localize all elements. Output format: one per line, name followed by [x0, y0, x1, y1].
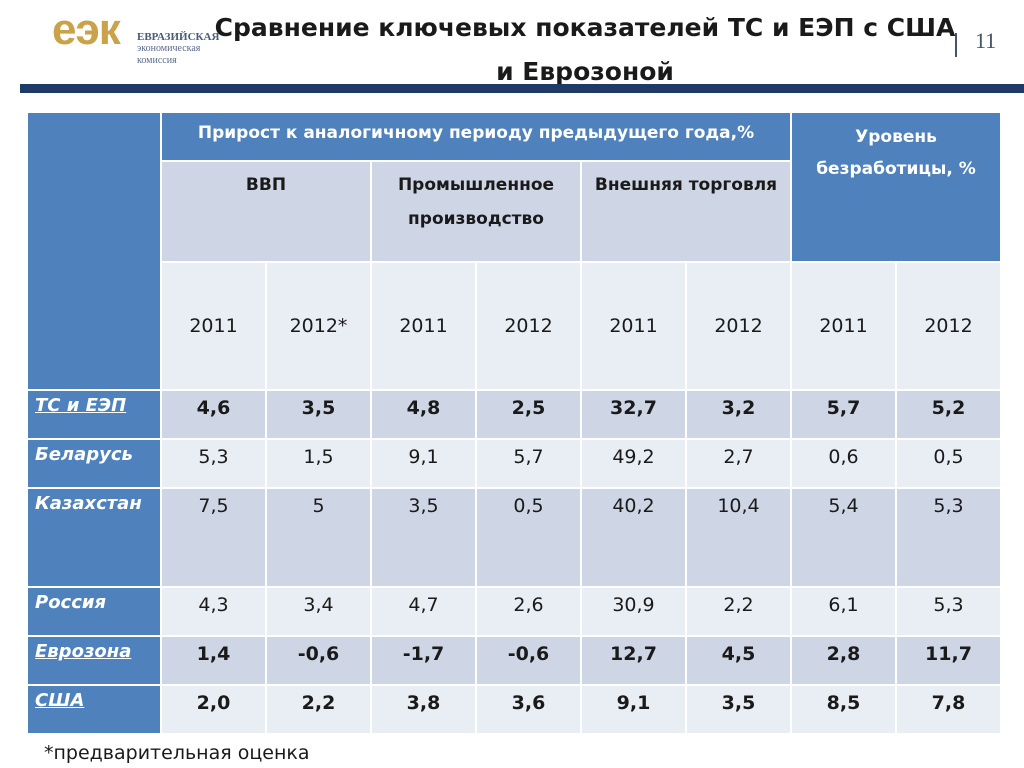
logo-line-3: комиссия: [137, 55, 177, 66]
unemployment-header: Уровень безработицы, %: [790, 111, 1002, 263]
footnote: *предварительная оценка: [44, 742, 310, 764]
table-cell: 0,5: [475, 487, 582, 588]
table-cell: 12,7: [580, 635, 687, 686]
table-cell: 32,7: [580, 389, 687, 440]
table-cell: 5,3: [160, 438, 267, 489]
table-cell: 2,2: [265, 684, 372, 735]
slide-title-line-2: и Еврозоной: [496, 57, 674, 86]
table-row: ТС и ЕЭП 4,6 3,5 4,8 2,5 32,7 3,2 5,7 5,…: [26, 389, 1002, 440]
table-cell: 5,7: [475, 438, 582, 489]
slide-title-line-1: Сравнение ключевых показателей ТС и ЕЭП …: [214, 13, 956, 42]
group-header-gdp: ВВП: [160, 160, 372, 263]
row-label: ТС и ЕЭП: [26, 389, 162, 440]
table-cell: -0,6: [265, 635, 372, 686]
group-header-industrial: Промышленное производство: [370, 160, 582, 263]
row-label-text: ТС и ЕЭП: [35, 395, 127, 416]
table-cell: 7,5: [160, 487, 267, 588]
table-row: Беларусь 5,3 1,5 9,1 5,7 49,2 2,7 0,6 0,…: [26, 438, 1002, 489]
table-cell: 30,9: [580, 586, 687, 637]
row-label: Казахстан: [26, 487, 162, 588]
table-cell: 4,3: [160, 586, 267, 637]
table-cell: 1,5: [265, 438, 372, 489]
slide-title: Сравнение ключевых показателей ТС и ЕЭП …: [205, 6, 965, 94]
table-cell: 9,1: [370, 438, 477, 489]
table-cell: 3,2: [685, 389, 792, 440]
table-cell: 4,8: [370, 389, 477, 440]
table-cell: -1,7: [370, 635, 477, 686]
table-corner-cell: [26, 111, 162, 391]
table-cell: 6,1: [790, 586, 897, 637]
year-header: 2012: [475, 261, 582, 391]
table-cell: 4,7: [370, 586, 477, 637]
table-cell: 0,6: [790, 438, 897, 489]
table-cell: 2,7: [685, 438, 792, 489]
table-cell: 5,4: [790, 487, 897, 588]
year-header: 2011: [370, 261, 477, 391]
table-cell: 2,8: [790, 635, 897, 686]
table-cell: 2,6: [475, 586, 582, 637]
year-header: 2012: [895, 261, 1002, 391]
table-cell: 10,4: [685, 487, 792, 588]
page-number-divider: [955, 33, 957, 57]
group-header-trade: Внешняя торговля: [580, 160, 792, 263]
table-row: Казахстан 7,5 5 3,5 0,5 40,2 10,4 5,4 5,…: [26, 487, 1002, 588]
table-cell: 2,0: [160, 684, 267, 735]
year-header: 2011: [580, 261, 687, 391]
table-cell: 3,8: [370, 684, 477, 735]
table-cell: 7,8: [895, 684, 1002, 735]
table-row: Еврозона 1,4 -0,6 -1,7 -0,6 12,7 4,5 2,8…: [26, 635, 1002, 686]
table-cell: 11,7: [895, 635, 1002, 686]
row-label: США: [26, 684, 162, 735]
row-label: Россия: [26, 586, 162, 637]
table-row: Россия 4,3 3,4 4,7 2,6 30,9 2,2 6,1 5,3: [26, 586, 1002, 637]
table-cell: 3,5: [265, 389, 372, 440]
table-cell: 8,5: [790, 684, 897, 735]
table-cell: 5,3: [895, 487, 1002, 588]
table-cell: 5,7: [790, 389, 897, 440]
logo-line-2: экономическая: [137, 43, 201, 54]
table-cell: 2,5: [475, 389, 582, 440]
table-cell: 3,5: [370, 487, 477, 588]
table-cell: 0,5: [895, 438, 1002, 489]
row-label-text: США: [35, 690, 85, 711]
year-header: 2012*: [265, 261, 372, 391]
logo-mark: еэк: [52, 5, 121, 54]
page-number: 11: [975, 28, 997, 53]
table-cell: 9,1: [580, 684, 687, 735]
row-label-text: Еврозона: [35, 641, 132, 662]
table-cell: 3,6: [475, 684, 582, 735]
table-cell: 49,2: [580, 438, 687, 489]
table-cell: -0,6: [475, 635, 582, 686]
table-cell: 5: [265, 487, 372, 588]
table-cell: 5,3: [895, 586, 1002, 637]
row-label: Еврозона: [26, 635, 162, 686]
table-cell: 4,5: [685, 635, 792, 686]
table-cell: 5,2: [895, 389, 1002, 440]
year-header: 2011: [160, 261, 267, 391]
table-cell: 3,4: [265, 586, 372, 637]
table-cell: 3,5: [685, 684, 792, 735]
table-cell: 4,6: [160, 389, 267, 440]
table-cell: 2,2: [685, 586, 792, 637]
year-header: 2012: [685, 261, 792, 391]
logo-text: ЕВРАЗИЙСКАЯ экономическая комиссия: [137, 31, 219, 67]
row-label: Беларусь: [26, 438, 162, 489]
comparison-table: Прирост к аналогичному периоду предыдуще…: [26, 111, 1002, 735]
growth-header: Прирост к аналогичному периоду предыдуще…: [160, 111, 792, 162]
table-row: США 2,0 2,2 3,8 3,6 9,1 3,5 8,5 7,8: [26, 684, 1002, 735]
year-header: 2011: [790, 261, 897, 391]
header-rule: [20, 84, 1024, 93]
logo-line-1: ЕВРАЗИЙСКАЯ: [137, 31, 220, 43]
table-cell: 40,2: [580, 487, 687, 588]
table-cell: 1,4: [160, 635, 267, 686]
